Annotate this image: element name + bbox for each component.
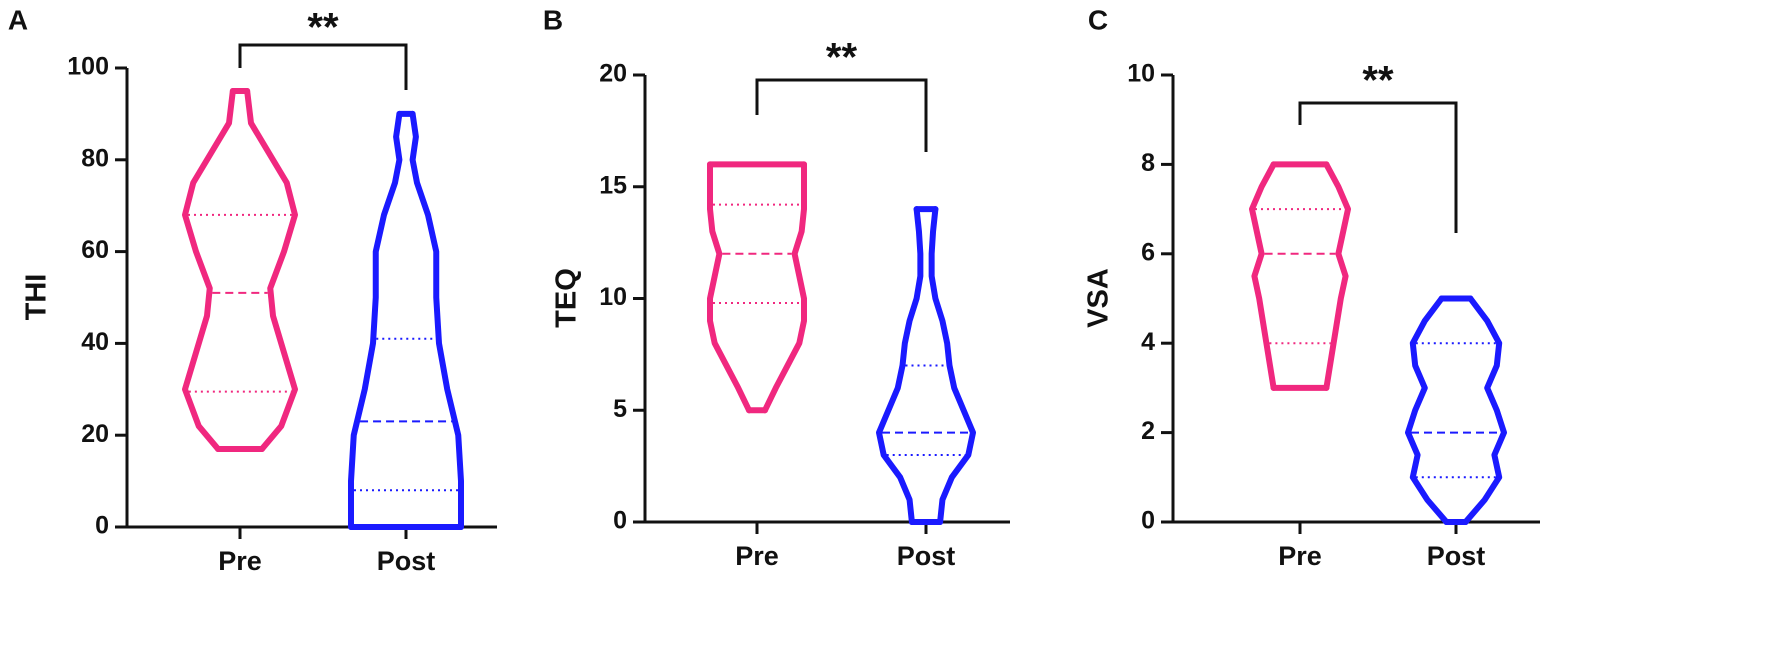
y-tick-label: 40 [81, 328, 109, 356]
y-tick-label: 100 [67, 53, 109, 81]
y-tick-label: 20 [81, 420, 109, 448]
violin-left [348, 110, 403, 530]
y-tick-label: 0 [613, 507, 627, 535]
x-tick-label: Pre [735, 541, 779, 571]
panel-label: A [8, 4, 28, 35]
y-axis-label: VSA [1083, 268, 1115, 328]
x-tick-label: Post [377, 546, 436, 576]
violin-left [1405, 295, 1450, 525]
violin-left [707, 161, 753, 414]
significance-bracket [238, 43, 408, 90]
significance-bracket [755, 78, 928, 152]
y-tick-label: 80 [81, 144, 109, 172]
significance-label: ** [826, 36, 858, 80]
y-tick-label: 8 [1141, 149, 1155, 177]
y-tick-label: 10 [599, 283, 627, 311]
y-axis-label: TEQ [551, 268, 583, 328]
x-tick-label: Pre [1278, 541, 1322, 571]
x-tick-label: Pre [218, 546, 262, 576]
panel-label: C [1088, 4, 1108, 35]
violin-right [1323, 161, 1351, 391]
y-tick-label: 20 [599, 60, 627, 88]
violin-left [1249, 161, 1277, 391]
y-tick-label: 60 [81, 236, 109, 264]
significance-label: ** [1362, 59, 1394, 103]
panel-label: B [543, 4, 563, 35]
y-tick-label: 6 [1141, 238, 1155, 266]
y-tick-label: 4 [1141, 328, 1155, 356]
significance-label: ** [307, 6, 339, 50]
significance-bracket [1298, 101, 1458, 233]
violin-left [182, 87, 236, 452]
violin-left [876, 206, 924, 525]
y-tick-label: 5 [613, 395, 627, 423]
violin-right [1462, 295, 1507, 525]
y-tick-label: 15 [599, 171, 627, 199]
y-tick-label: 0 [1141, 507, 1155, 535]
y-axis-label: THI [21, 274, 53, 321]
y-tick-label: 2 [1141, 417, 1155, 445]
violin-right [928, 206, 976, 525]
x-tick-label: Post [1427, 541, 1486, 571]
violin-right [244, 87, 298, 452]
y-tick-label: 10 [1127, 60, 1155, 88]
y-tick-label: 0 [95, 512, 109, 540]
violin-right [761, 161, 807, 414]
x-tick-label: Post [897, 541, 956, 571]
violin-right [409, 110, 464, 530]
